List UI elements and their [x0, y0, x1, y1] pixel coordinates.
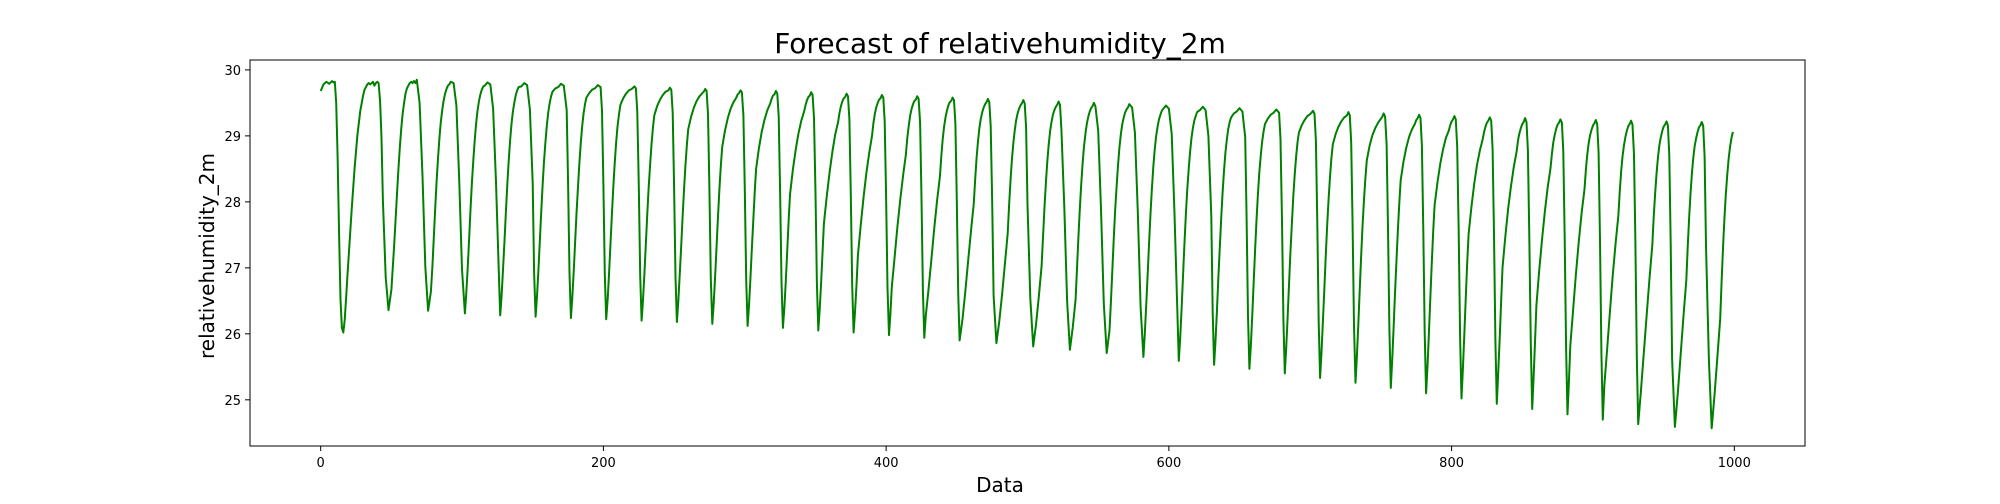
plot-frame [249, 59, 1806, 447]
y-tick-label: 30 [224, 64, 241, 79]
x-tick-label: 800 [1439, 456, 1464, 471]
x-axis-label: Data [976, 473, 1024, 497]
y-tick-label: 28 [224, 196, 241, 211]
x-tick-label: 400 [874, 456, 899, 471]
plot-area: 0 200 400 600 800 1000 25 26 27 28 29 30 [224, 59, 1806, 471]
x-tick-label: 600 [1156, 456, 1181, 471]
x-tick-label: 200 [591, 456, 616, 471]
series-line [319, 78, 1734, 430]
y-tick-label: 29 [224, 130, 241, 145]
y-tick-label: 26 [224, 328, 241, 343]
x-tick-label: 0 [317, 456, 325, 471]
y-tick-label: 27 [224, 262, 241, 277]
y-tick-label: 25 [224, 394, 241, 409]
chart-title: Forecast of relativehumidity_2m [774, 27, 1226, 60]
x-tick-label: 1000 [1718, 456, 1751, 471]
y-axis-label: relativehumidity_2m [195, 153, 219, 359]
